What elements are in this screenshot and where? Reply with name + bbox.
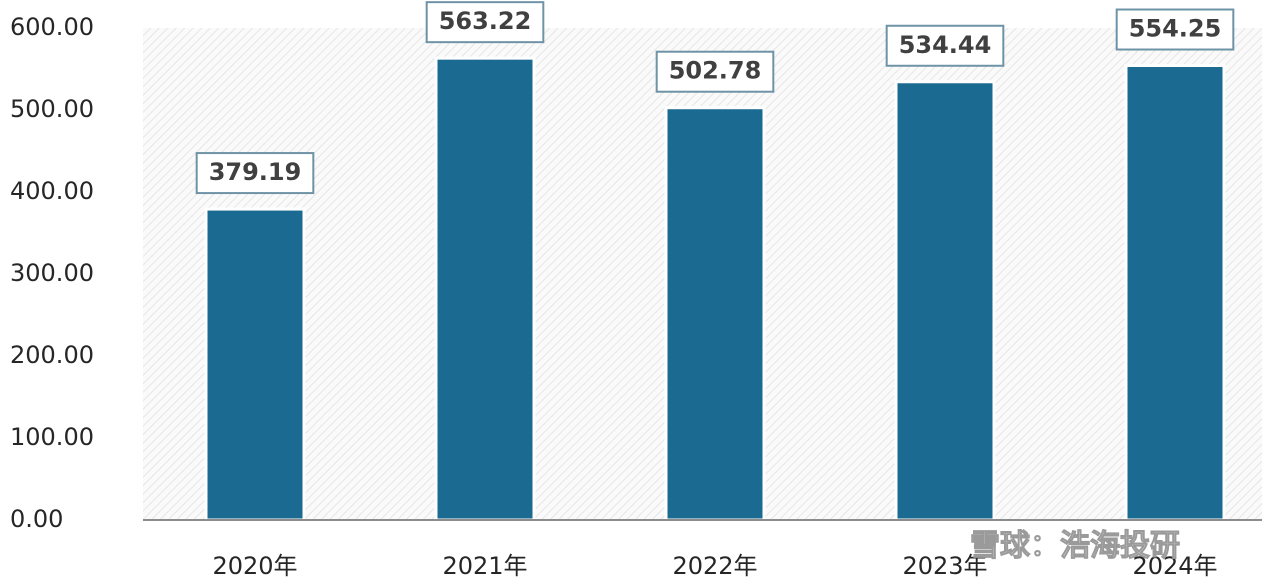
y-tick-label: 100.00 bbox=[10, 423, 94, 451]
value-label-box bbox=[1115, 8, 1235, 51]
bar bbox=[894, 80, 996, 522]
x-tick-label: 2022年 bbox=[672, 552, 757, 580]
y-tick-label: 400.00 bbox=[10, 177, 94, 205]
bar bbox=[664, 106, 766, 522]
value-label: 502.78 bbox=[669, 57, 762, 85]
y-tick-label: 300.00 bbox=[10, 259, 94, 287]
bar bbox=[1124, 64, 1226, 522]
value-label: 563.22 bbox=[439, 7, 532, 35]
y-tick-label: 200.00 bbox=[10, 341, 94, 369]
bar bbox=[434, 56, 536, 522]
y-tick-label: 0.00 bbox=[10, 505, 63, 533]
y-tick-label: 500.00 bbox=[10, 95, 94, 123]
x-tick-label: 2023年 bbox=[902, 552, 987, 580]
x-tick-label: 2021年 bbox=[442, 552, 527, 580]
x-tick-label: 2024年 bbox=[1132, 552, 1217, 580]
x-tick-label: 2020年 bbox=[212, 552, 297, 580]
value-label-box bbox=[885, 24, 1005, 67]
value-label: 554.25 bbox=[1129, 15, 1222, 43]
value-label-box bbox=[425, 1, 545, 44]
value-label: 534.44 bbox=[899, 31, 992, 59]
watermark: 雪球：浩海投研 bbox=[970, 529, 1180, 564]
y-tick-label: 600.00 bbox=[10, 13, 94, 41]
value-label-box bbox=[195, 152, 315, 195]
bar bbox=[204, 207, 306, 522]
value-label-box bbox=[655, 50, 775, 93]
value-label: 379.19 bbox=[209, 158, 302, 186]
